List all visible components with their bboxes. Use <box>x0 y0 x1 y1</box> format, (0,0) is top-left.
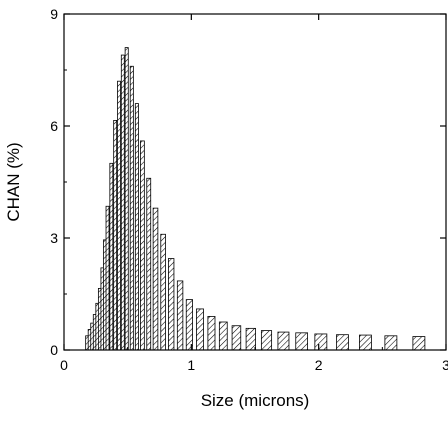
y-tick-label: 0 <box>50 342 58 358</box>
histogram-bar <box>384 335 398 351</box>
histogram-bar <box>260 330 273 351</box>
y-tick-label: 6 <box>50 118 58 134</box>
histogram-bar <box>113 120 118 351</box>
histogram-bar <box>196 308 204 351</box>
x-tick-label: 2 <box>315 357 323 373</box>
histogram-bar <box>245 327 256 351</box>
histogram-bar <box>120 54 125 351</box>
y-tick-label: 9 <box>50 6 58 22</box>
histogram-bar <box>231 325 242 351</box>
histogram-bar <box>139 140 145 351</box>
histogram-bar <box>109 162 114 351</box>
y-tick-label: 3 <box>50 230 58 246</box>
histogram-bar <box>134 103 139 351</box>
histogram-bar <box>412 336 426 351</box>
histogram-bar <box>152 207 159 351</box>
x-tick-label: 0 <box>60 357 68 373</box>
histogram-bar <box>314 333 328 351</box>
histogram-bar <box>218 321 228 351</box>
histogram-bar <box>117 80 121 351</box>
histogram-bar <box>207 315 216 351</box>
axis-ticks: 0 1 2 3 0 3 6 9 <box>50 6 448 373</box>
histogram-bar <box>176 280 184 351</box>
x-axis-title: Size (microns) <box>201 391 310 410</box>
histogram-bar <box>129 65 134 351</box>
bars-layer <box>85 47 426 351</box>
histogram-bar <box>105 205 110 351</box>
x-tick-label: 3 <box>442 357 448 373</box>
histogram-bar <box>277 331 290 351</box>
x-tick-label: 1 <box>187 357 195 373</box>
y-axis-title: CHAN (%) <box>4 142 23 221</box>
histogram-bar <box>160 233 166 351</box>
histogram-bar <box>124 47 129 351</box>
histogram-bar <box>146 177 152 351</box>
histogram-bar <box>295 332 308 351</box>
histogram-bar <box>336 334 349 351</box>
histogram-bar <box>359 334 372 351</box>
histogram-bar <box>185 299 193 351</box>
histogram-bar <box>168 258 175 351</box>
